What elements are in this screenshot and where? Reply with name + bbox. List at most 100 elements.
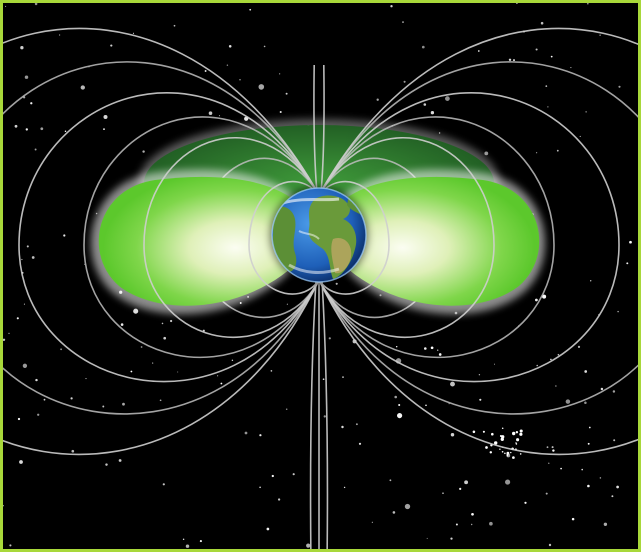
star [603,522,608,526]
magnetic-field-lines [3,27,638,549]
field-line [318,116,555,359]
star [133,308,139,314]
star [371,521,373,523]
star [17,417,21,421]
star [424,347,427,350]
star [342,376,344,378]
earth-globe [270,186,368,284]
star [516,3,518,5]
star [506,455,509,457]
star [588,426,591,429]
star [581,468,583,471]
star [25,128,28,131]
star [508,58,512,62]
star [218,115,221,117]
star [63,234,66,237]
star [548,543,552,547]
star [270,370,273,372]
star [140,346,143,348]
star [8,332,10,335]
star [130,370,133,373]
star [397,413,403,419]
star [152,362,154,364]
star [504,452,506,455]
radiation-belt-left-lobe [98,176,319,306]
star [501,435,505,439]
field-line [248,180,320,295]
star [285,408,288,411]
star [132,32,135,34]
star [142,150,145,153]
star [208,111,213,115]
star [163,336,167,340]
polar-field-line [321,279,329,549]
star [323,415,326,418]
star [71,449,75,453]
star [551,446,554,449]
star [617,310,619,313]
star [546,446,549,449]
star [599,34,601,36]
star [423,103,427,106]
star [536,364,538,367]
star [328,337,331,340]
star [472,430,476,434]
star [266,527,270,531]
star [477,50,480,52]
star [259,434,262,437]
star [19,460,23,464]
star [26,245,29,248]
star [556,149,559,152]
star [478,374,481,376]
star [279,73,281,75]
star [9,544,12,547]
star [279,110,282,114]
star [258,84,265,90]
star [455,523,458,526]
star [392,511,396,514]
star [159,399,162,402]
polar-field-line [309,279,317,549]
field-line [18,92,320,383]
star [395,345,398,348]
star [626,262,629,265]
star [612,390,616,393]
star [489,451,493,454]
star [565,399,571,404]
star [173,24,176,27]
field-line [83,116,320,359]
star [438,132,441,134]
star [584,370,588,373]
star [34,3,38,6]
star [586,3,589,5]
star [587,484,590,488]
star [177,371,179,373]
star [548,462,550,464]
star [306,543,311,548]
star [3,505,4,507]
star [185,544,190,548]
continents [272,195,366,279]
star [343,486,346,489]
star [459,487,462,491]
star [37,413,40,416]
star [513,59,515,62]
star [430,111,435,115]
star [590,280,592,282]
star [425,404,427,407]
star [611,495,614,498]
star [102,405,105,408]
star [199,540,202,543]
star [535,152,538,154]
star [3,338,6,341]
star [85,378,87,380]
star [479,398,482,401]
star [30,102,33,105]
star [43,398,46,401]
star [550,358,552,361]
radiation-belt-right-lobe [319,176,540,306]
star [436,349,439,351]
star [515,431,519,434]
star [491,432,494,436]
star [228,45,232,48]
